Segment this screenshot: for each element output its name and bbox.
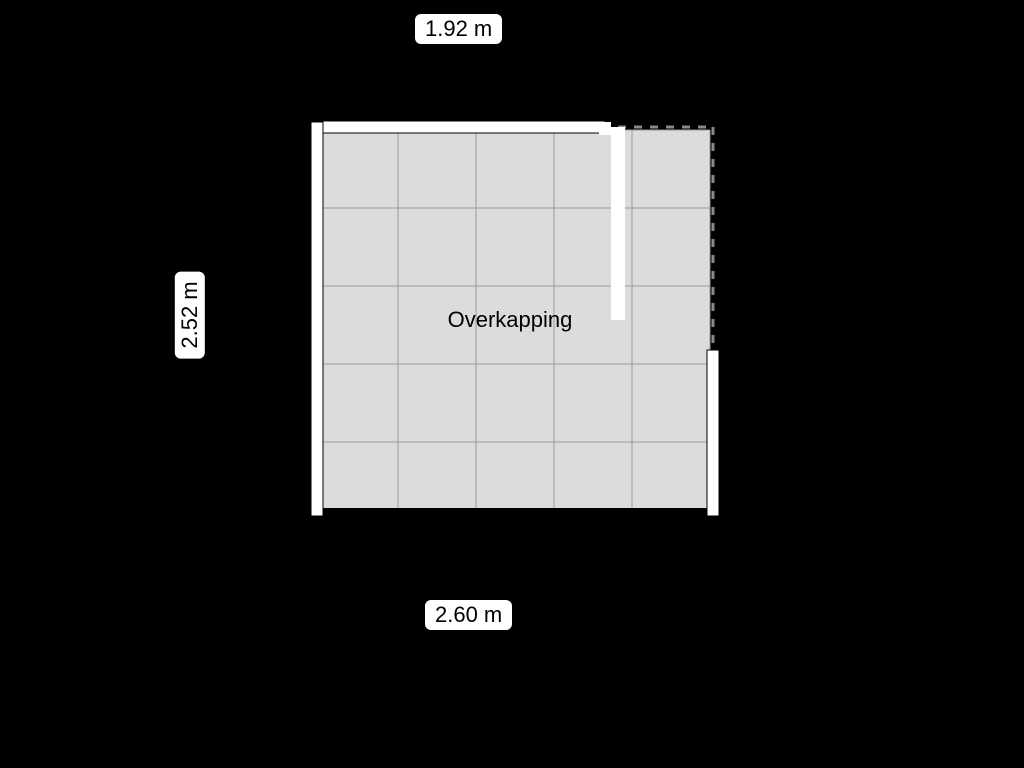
dimension-bottom: 2.60 m [425, 600, 512, 630]
floorplan-svg [0, 0, 1024, 768]
dimension-left: 2.52 m [175, 271, 205, 358]
room-label: Overkapping [448, 307, 573, 333]
floorplan-canvas: 1.92 m 2.52 m 2.60 m Overkapping [0, 0, 1024, 768]
dimension-top: 1.92 m [415, 14, 502, 44]
